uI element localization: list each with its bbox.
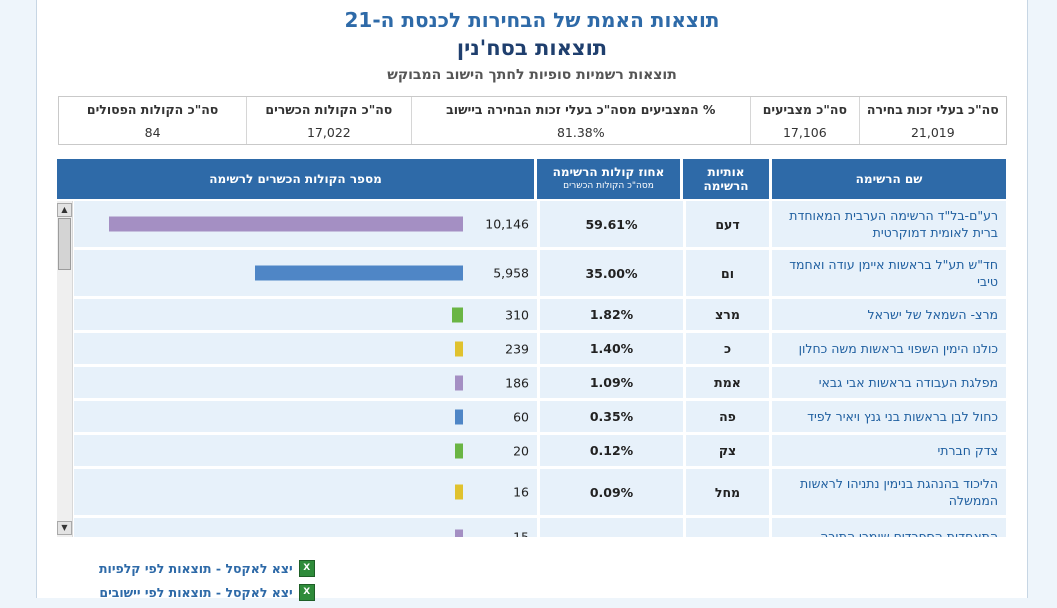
table-row: התאחדות הספרדים שומרי התורה 15 — [74, 518, 1006, 537]
list-letters: צק — [683, 435, 769, 466]
scroll-down-arrow-icon[interactable]: ▼ — [57, 521, 72, 535]
votes-bar — [255, 265, 463, 281]
votes-cell: 186 — [74, 367, 537, 398]
list-name: הליכוד בהנהגת בנימין נתניהו לראשות הממשל… — [769, 469, 1006, 515]
list-percent: 1.09% — [537, 367, 683, 398]
export-by-polling-station-link[interactable]: X יצא לאקסל - תוצאות לפי קלפיות — [99, 560, 315, 577]
list-name: כחול לבן בראשות בני גנץ ויאיר לפיד — [769, 401, 1006, 432]
table-row: כחול לבן בראשות בני גנץ ויאיר לפיד פה 0.35… — [74, 401, 1006, 435]
results-table-header: שם הרשימה אותיות הרשימה אחוז קולות הרשימ… — [57, 159, 1006, 199]
list-name: התאחדות הספרדים שומרי התורה — [769, 518, 1006, 537]
table-row: מרצ- השמאל של ישראל מרצ 1.82% 310 — [74, 299, 1006, 333]
list-percent: 0.35% — [537, 401, 683, 432]
results-frame: תוצאות האמת של הבחירות לכנסת ה-21 תוצאות… — [36, 0, 1028, 601]
votes-cell: 10,146 — [74, 201, 537, 247]
votes-cell: 16 — [74, 469, 537, 515]
header-list-name: שם הרשימה — [769, 159, 1006, 199]
vertical-scrollbar[interactable]: ▲ ▼ — [57, 201, 73, 537]
list-percent: 1.82% — [537, 299, 683, 330]
table-row: חד"ש תע"ל בראשות איימן עודה ואחמד טיבי ום… — [74, 250, 1006, 299]
list-letters: פה — [683, 401, 769, 432]
votes-bar — [455, 529, 463, 537]
list-percent — [537, 518, 683, 537]
list-percent: 0.09% — [537, 469, 683, 515]
export-links: X יצא לאקסל - תוצאות לפי קלפיות X יצא לא… — [99, 560, 315, 608]
scroll-up-arrow-icon[interactable]: ▲ — [57, 203, 72, 217]
list-percent: 1.40% — [537, 333, 683, 364]
results-table-body[interactable]: ▲ ▼ רע"ם-בל"ד הרשימה הערבית המאוחדת ברית… — [57, 201, 1006, 537]
votes-bar — [455, 409, 463, 424]
table-row: מפלגת העבודה בראשות אבי גבאי אמת 1.09% 186 — [74, 367, 1006, 401]
excel-icon: X — [298, 560, 315, 577]
votes-bar — [455, 375, 463, 390]
list-letters: כ — [683, 333, 769, 364]
list-letters: דעם — [683, 201, 769, 247]
votes-count: 15 — [513, 529, 529, 537]
table-row: כולנו הימין השפוי בראשות משה כחלון כ 1.40%… — [74, 333, 1006, 367]
list-name: צדק חברתי — [769, 435, 1006, 466]
stat-valid-votes: סה"כ הקולות הכשרים 17,022 — [246, 97, 410, 144]
votes-count: 20 — [513, 443, 529, 458]
table-row: צדק חברתי צק 0.12% 20 — [74, 435, 1006, 469]
scroll-thumb[interactable] — [58, 218, 71, 270]
list-letters — [683, 518, 769, 537]
table-row: הליכוד בהנהגת בנימין נתניהו לראשות הממשל… — [74, 469, 1006, 518]
header-votes: מספר הקולות הכשרים לרשימה — [57, 159, 534, 199]
votes-bar — [455, 443, 463, 458]
export-by-settlement-link[interactable]: X יצא לאקסל - תוצאות לפי יישובים — [99, 584, 315, 601]
votes-cell: 310 — [74, 299, 537, 330]
stat-eligible-voters: סה"כ בעלי זכות בחירה 21,019 — [858, 97, 1006, 144]
list-percent: 0.12% — [537, 435, 683, 466]
list-name: חד"ש תע"ל בראשות איימן עודה ואחמד טיבי — [769, 250, 1006, 296]
stat-total-voters: סה"כ מצביעים 17,106 — [750, 97, 859, 144]
votes-count: 5,958 — [493, 265, 529, 281]
votes-count: 60 — [513, 409, 529, 424]
stat-turnout-percent: % המצביעים מסה"כ בעלי זכות הבחירה ביישוב… — [410, 97, 751, 144]
excel-icon: X — [298, 584, 315, 601]
list-name: מפלגת העבודה בראשות אבי גבאי — [769, 367, 1006, 398]
votes-count: 10,146 — [485, 216, 529, 232]
list-letters: אמת — [683, 367, 769, 398]
votes-count: 16 — [513, 484, 529, 500]
city-title: תוצאות בסח'נין — [456, 36, 608, 60]
votes-bar — [109, 216, 463, 232]
list-letters: ום — [683, 250, 769, 296]
votes-count: 239 — [505, 341, 529, 356]
votes-cell: 60 — [74, 401, 537, 432]
list-name: כולנו הימין השפוי בראשות משה כחלון — [769, 333, 1006, 364]
list-percent: 59.61% — [537, 201, 683, 247]
header-list-letters: אותיות הרשימה — [680, 159, 769, 199]
list-letters: מחל — [683, 469, 769, 515]
votes-bar — [455, 341, 463, 356]
votes-count: 186 — [505, 375, 529, 390]
votes-cell: 5,958 — [74, 250, 537, 296]
list-letters: מרצ — [683, 299, 769, 330]
votes-cell: 239 — [74, 333, 537, 364]
summary-stats: סה"כ בעלי זכות בחירה 21,019 סה"כ מצביעים… — [58, 96, 1007, 145]
votes-bar — [455, 484, 463, 500]
votes-bar — [452, 307, 463, 322]
results-rows: רע"ם-בל"ד הרשימה הערבית המאוחדת ברית לאו… — [74, 201, 1006, 537]
list-name: מרצ- השמאל של ישראל — [769, 299, 1006, 330]
stat-invalid-votes: סה"כ הקולות הפסולים 84 — [86, 102, 219, 140]
votes-cell: 20 — [74, 435, 537, 466]
page-subtitle: תוצאות רשמיות סופיות לחתך הישוב המבוקש — [387, 67, 677, 83]
list-percent: 35.00% — [537, 250, 683, 296]
table-row: רע"ם-בל"ד הרשימה הערבית המאוחדת ברית לאו… — [74, 201, 1006, 250]
page-title: תוצאות האמת של הבחירות לכנסת ה-21 — [344, 8, 720, 32]
votes-count: 310 — [505, 307, 529, 322]
votes-cell: 15 — [74, 518, 537, 537]
header-percent: אחוז קולות הרשימה מסה"כ הקולות הכשרים — [534, 159, 680, 199]
list-name: רע"ם-בל"ד הרשימה הערבית המאוחדת ברית לאו… — [769, 201, 1006, 247]
